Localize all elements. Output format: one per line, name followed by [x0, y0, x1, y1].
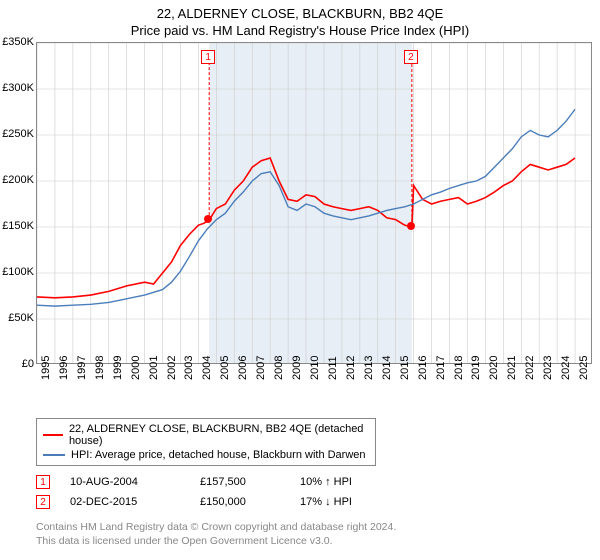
x-axis-label: 2021: [506, 356, 518, 380]
y-axis-label: £200K: [0, 174, 34, 186]
chart-container: 22, ALDERNEY CLOSE, BLACKBURN, BB2 4QE P…: [0, 0, 600, 560]
legend-row: 22, ALDERNEY CLOSE, BLACKBURN, BB2 4QE (…: [43, 422, 369, 448]
sale-marker-box: 1: [201, 50, 215, 64]
sale-marker-dot: [407, 222, 415, 230]
x-axis-label: 2014: [381, 356, 393, 380]
sale-row: 1 10-AUG-2004 £157,500 10% ↑ HPI: [36, 472, 600, 492]
copyright-text: Contains HM Land Registry data © Crown c…: [36, 520, 600, 548]
x-axis-label: 2002: [166, 356, 178, 380]
sale-date: 10-AUG-2004: [70, 476, 180, 488]
copyright-line-2: This data is licensed under the Open Gov…: [36, 534, 600, 548]
x-axis-label: 2015: [399, 356, 411, 380]
x-axis-label: 2006: [237, 356, 249, 380]
x-axis-label: 2005: [219, 356, 231, 380]
x-axis-label: 2019: [470, 356, 482, 380]
x-axis-label: 2009: [291, 356, 303, 380]
x-axis-label: 2008: [273, 356, 285, 380]
x-axis-label: 2022: [524, 356, 536, 380]
x-axis-label: 2011: [327, 356, 339, 380]
x-axis-label: 2012: [345, 356, 357, 380]
legend-row: HPI: Average price, detached house, Blac…: [43, 448, 369, 462]
sale-date: 02-DEC-2015: [70, 496, 180, 508]
legend-label: HPI: Average price, detached house, Blac…: [71, 449, 366, 461]
sales-table: 1 10-AUG-2004 £157,500 10% ↑ HPI 2 02-DEC-201…: [36, 472, 600, 512]
x-axis-label: 2020: [488, 356, 500, 380]
sale-marker-icon: 1: [36, 475, 50, 489]
x-axis-label: 2001: [148, 356, 160, 380]
legend-swatch: [43, 434, 63, 436]
chart-title: 22, ALDERNEY CLOSE, BLACKBURN, BB2 4QE: [0, 0, 600, 21]
chart-subtitle: Price paid vs. HM Land Registry's House …: [0, 21, 600, 42]
y-axis-label: £100K: [0, 266, 34, 278]
x-axis-label: 2024: [560, 356, 572, 380]
x-axis-label: 2007: [255, 356, 267, 380]
x-axis-label: 1996: [58, 356, 70, 380]
x-axis-label: 2003: [183, 356, 195, 380]
sale-marker-icon: 2: [36, 495, 50, 509]
x-axis-label: 2000: [130, 356, 142, 380]
line-chart: [36, 42, 592, 364]
x-axis-label: 2017: [435, 356, 447, 380]
x-axis-label: 2016: [417, 356, 429, 380]
sale-delta: 17% ↓ HPI: [300, 496, 352, 508]
x-axis-label: 2010: [309, 356, 321, 380]
x-axis-label: 2023: [542, 356, 554, 380]
x-axis-label: 2013: [363, 356, 375, 380]
y-axis-label: £50K: [0, 312, 34, 324]
x-axis-label: 2004: [201, 356, 213, 380]
sale-marker-dot: [204, 215, 212, 223]
x-axis-label: 2025: [578, 356, 590, 380]
y-axis-label: £250K: [0, 128, 34, 140]
x-axis-label: 2018: [453, 356, 465, 380]
sale-price: £157,500: [200, 476, 280, 488]
y-axis-label: £0: [0, 358, 34, 370]
y-axis-label: £300K: [0, 82, 34, 94]
x-axis-label: 1995: [40, 356, 52, 380]
x-axis-label: 1998: [94, 356, 106, 380]
sale-row: 2 02-DEC-2015 £150,000 17% ↓ HPI: [36, 492, 600, 512]
x-axis-label: 1999: [112, 356, 124, 380]
chart-area: £0£50K£100K£150K£200K£250K£300K£350K1995…: [36, 42, 596, 372]
legend-swatch: [43, 454, 65, 456]
sale-price: £150,000: [200, 496, 280, 508]
y-axis-label: £150K: [0, 220, 34, 232]
sale-marker-box: 2: [404, 50, 418, 64]
legend-label: 22, ALDERNEY CLOSE, BLACKBURN, BB2 4QE (…: [69, 423, 369, 447]
chart-legend: 22, ALDERNEY CLOSE, BLACKBURN, BB2 4QE (…: [36, 418, 376, 466]
y-axis-label: £350K: [0, 36, 34, 48]
sale-delta: 10% ↑ HPI: [300, 476, 352, 488]
x-axis-label: 1997: [76, 356, 88, 380]
copyright-line-1: Contains HM Land Registry data © Crown c…: [36, 520, 600, 534]
